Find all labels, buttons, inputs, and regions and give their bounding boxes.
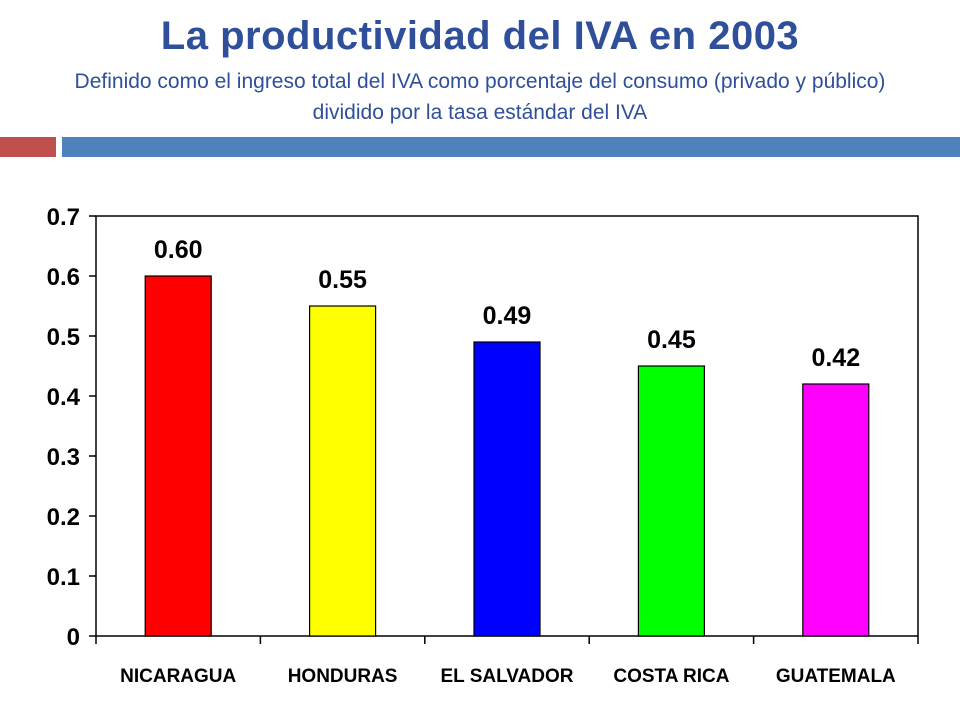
bar-value-label: 0.45 [647, 326, 696, 354]
bar-value-label: 0.49 [483, 302, 532, 330]
y-axis: 0 0.1 0.2 0.3 0.4 0.5 0.6 0.7 [47, 204, 96, 651]
bar-honduras [309, 305, 377, 637]
slide-subtitle: Definido como el ingreso total del IVA c… [74, 70, 886, 124]
bar-value-label: 0.60 [154, 236, 203, 264]
data-labels: 0.60 0.55 0.49 0.45 0.42 [154, 236, 860, 372]
y-tick-label: 0.5 [47, 324, 80, 351]
bar-costa-rica [637, 365, 706, 637]
bars [144, 275, 870, 637]
bar-value-label: 0.55 [318, 266, 367, 294]
y-tick-label: 0.3 [47, 444, 80, 471]
y-tick-label: 0.6 [47, 264, 80, 291]
x-category-label: EL SALVADOR [440, 666, 573, 687]
bar-guatemala [802, 383, 870, 637]
y-tick-label: 0.2 [47, 504, 80, 531]
x-category-label: NICARAGUA [120, 666, 236, 687]
slide-title: La productividad del IVA en 2003 [160, 14, 800, 58]
y-tick-label: 0.4 [47, 384, 81, 411]
x-axis: NICARAGUA HONDURAS EL SALVADOR COSTA RICA GU… [95, 636, 919, 687]
y-tick-label: 0.1 [47, 564, 80, 591]
y-tick-label: 0 [67, 624, 80, 651]
bar-nicaragua [144, 275, 212, 637]
y-tick-label: 0.7 [47, 204, 80, 231]
bar-value-label: 0.42 [811, 344, 860, 372]
header-rule-accent [0, 137, 56, 157]
x-category-label: GUATEMALA [776, 666, 896, 687]
bar-el-salvador [473, 341, 541, 637]
header-rule-bar [62, 137, 960, 157]
x-category-label: HONDURAS [288, 666, 398, 687]
x-category-label: COSTA RICA [613, 666, 729, 687]
